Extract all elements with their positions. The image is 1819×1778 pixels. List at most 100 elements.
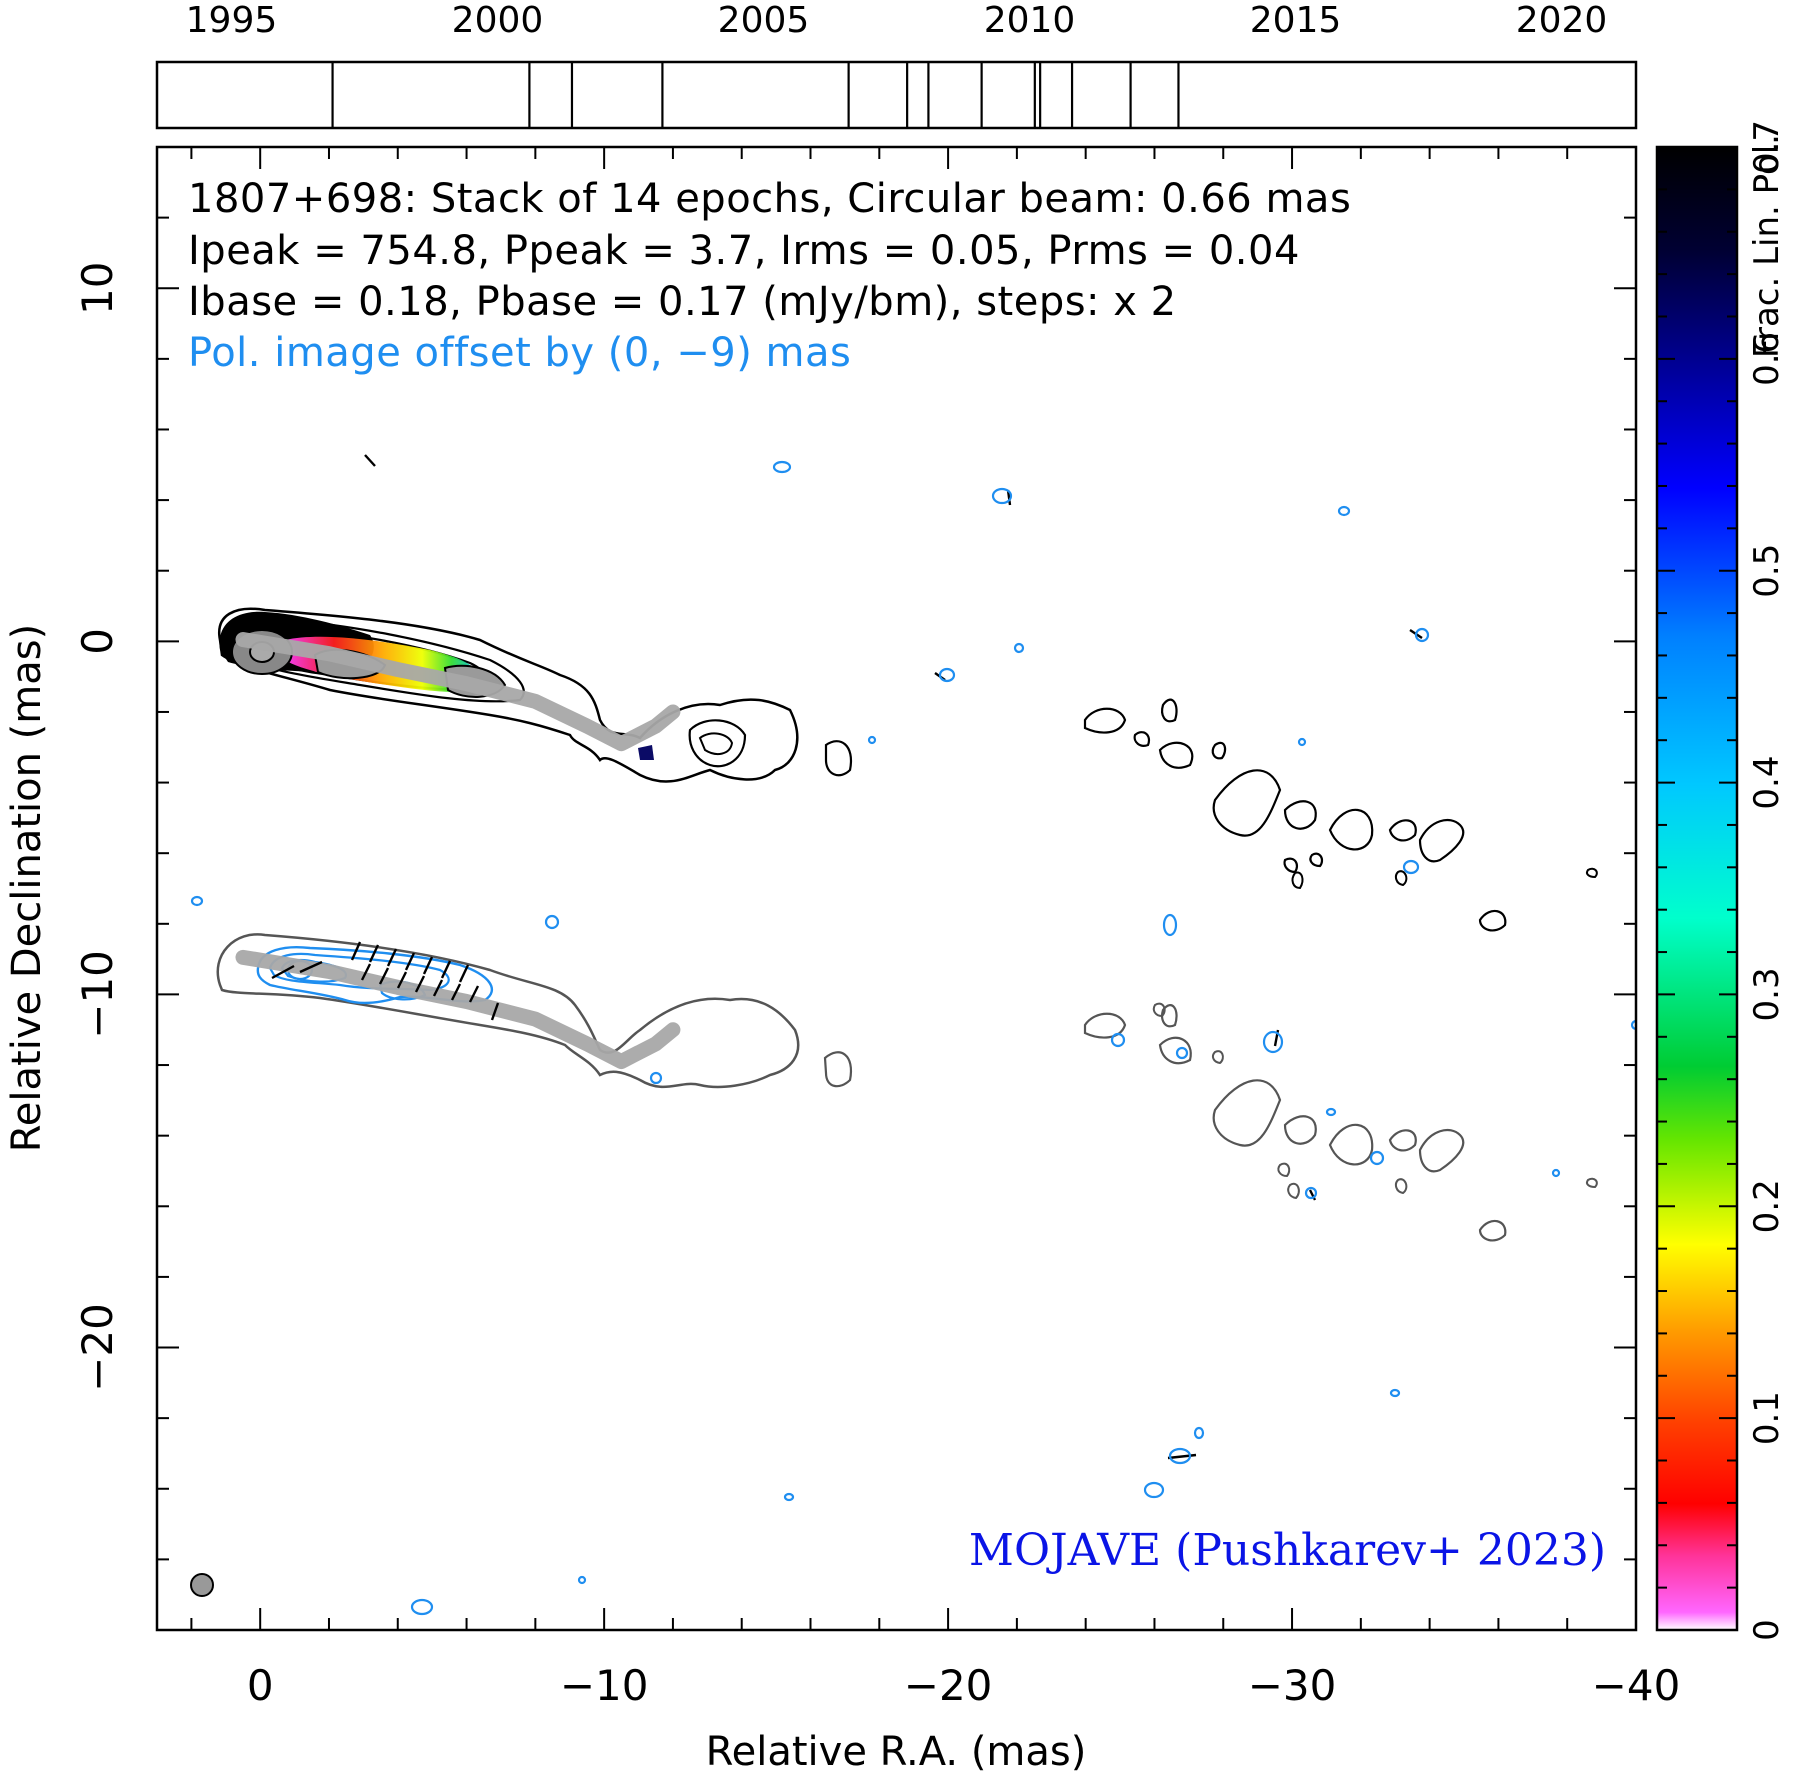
ti-contour-downstream-2 xyxy=(698,732,734,756)
info-line-3: Ibase = 0.18, Pbase = 0.17 (mJy/bm), ste… xyxy=(188,279,1177,325)
po-outer-contour xyxy=(216,933,800,1089)
evpa-sticks xyxy=(271,454,1423,1460)
po-far-blob-13 xyxy=(1585,1177,1598,1189)
pol-noise-blob xyxy=(577,1575,587,1585)
pol-noise-blob xyxy=(1337,505,1351,517)
evpa-stick xyxy=(396,971,408,989)
ti-far-blob-5 xyxy=(1211,741,1227,760)
x-axis-title: Relative R.A. (mas) xyxy=(706,1729,1087,1775)
epoch-tick-label: 2010 xyxy=(984,0,1076,41)
po-far-blob-11 xyxy=(1287,1182,1300,1200)
evpa-stick xyxy=(414,975,426,993)
y-tick-label: 0 xyxy=(73,628,122,655)
y-axis-title: Relative Declination (mas) xyxy=(4,624,50,1152)
colorbar-tick-label: 0 xyxy=(1747,1619,1787,1641)
beam-ellipse xyxy=(190,1573,214,1597)
po-far-blob-7 xyxy=(1388,1129,1417,1152)
epoch-tick-labels: 1995 2000 2005 2010 2015 2020 xyxy=(186,0,1608,41)
ridge-line-total xyxy=(235,632,681,752)
pol-noise-blob xyxy=(772,460,792,474)
evpa-stick xyxy=(404,952,416,971)
ridge-line-pol xyxy=(235,949,681,1070)
ti-small-feature xyxy=(824,740,853,777)
pol-contour-2 xyxy=(268,952,450,992)
ti-far-blob-8 xyxy=(1328,808,1374,851)
pol-noise-blob xyxy=(649,1071,663,1085)
po-far-blob-6 xyxy=(1328,1123,1374,1166)
pol-noise-blob xyxy=(991,487,1013,505)
pol-noise-blob xyxy=(1175,1046,1189,1060)
po-far-blob-8 xyxy=(1418,1128,1465,1173)
colorbar-tick-label: 0.6 xyxy=(1747,332,1787,386)
total-intensity-jet xyxy=(217,607,1598,932)
colorbar-tick-label: 0.1 xyxy=(1747,1391,1787,1445)
info-line-2: Ipeak = 754.8, Ppeak = 3.7, Irms = 0.05,… xyxy=(188,228,1300,274)
colorbar-tick-labels: 0 0.1 0.2 0.3 0.4 0.5 0.6 0.7 xyxy=(1747,120,1787,1641)
pol-noise-blob xyxy=(1162,913,1178,937)
epoch-tick-label: 2000 xyxy=(452,0,544,41)
evpa-stick xyxy=(468,985,480,1003)
evpa-stick xyxy=(360,963,372,981)
epoch-tick-label: 2005 xyxy=(718,0,810,41)
pol-noise-blob xyxy=(1551,1168,1561,1178)
y-tick-labels: 10 0 −10 −20 xyxy=(73,262,122,1392)
contour-map: 0 −10 −20 −30 −40 10 0 −10 −20 Relative R.A. (m… xyxy=(4,145,1681,1775)
evpa-stick xyxy=(299,960,323,974)
colorbar-title: Frac. Lin. Pol. xyxy=(1747,134,1787,358)
pol-noise-blob xyxy=(1402,859,1420,875)
ti-far-blob-4 xyxy=(1158,741,1194,769)
evpa-stick xyxy=(378,967,390,985)
po-far-blob-15 xyxy=(1211,1050,1224,1065)
ti-far-blob-9 xyxy=(1388,819,1417,842)
map-ticks xyxy=(157,146,1637,1631)
pol-noise-blob xyxy=(1414,627,1430,643)
pol-noise-blob xyxy=(1013,642,1025,654)
credit-text: MOJAVE (Pushkarev+ 2023) xyxy=(969,1525,1606,1576)
pol-noise-blob xyxy=(1630,1019,1636,1031)
evpa-stick xyxy=(458,964,470,983)
map-content xyxy=(190,454,1636,1616)
ti-pol-blob xyxy=(638,745,654,760)
pol-noise-blob xyxy=(1262,1030,1284,1054)
ti-far-blob-10 xyxy=(1418,818,1465,863)
evpa-stick xyxy=(490,1002,500,1021)
x-tick-label: −20 xyxy=(904,1661,993,1710)
ti-contour-downstream xyxy=(688,719,747,768)
evpa-stick xyxy=(364,454,376,467)
ti-far-blob-7 xyxy=(1283,800,1317,830)
ti-far-blob-14 xyxy=(1291,871,1304,890)
pol-noise-blob xyxy=(783,1492,795,1502)
pol-offset-jet xyxy=(216,933,1598,1242)
evpa-stick xyxy=(422,956,434,975)
pol-noise-blob xyxy=(1193,1426,1205,1440)
evpa-stick xyxy=(386,948,398,967)
pol-noise-blob xyxy=(1168,1447,1192,1465)
pol-noise-blob xyxy=(544,914,560,930)
evpa-stick xyxy=(368,944,380,963)
epoch-tick-label: 2020 xyxy=(1516,0,1608,41)
colorbar-ticks xyxy=(1657,146,1737,1631)
pol-noise-blob xyxy=(1143,1481,1165,1499)
colorbar-fill xyxy=(1657,147,1737,1630)
po-downstream-contour xyxy=(823,1051,853,1088)
info-line-4: Pol. image offset by (0, −9) mas xyxy=(188,330,851,376)
pol-noise-blob xyxy=(1297,737,1307,747)
evpa-stick xyxy=(350,941,362,961)
po-far-blob-1 xyxy=(1083,1012,1127,1039)
x-tick-label: 0 xyxy=(247,1661,274,1710)
colorbar: 0 0.1 0.2 0.3 0.4 0.5 0.6 0.7 Frac. Lin. Pol. xyxy=(1655,120,1787,1641)
evpa-stick xyxy=(450,983,462,1001)
colorbar-frame xyxy=(1655,145,1739,1632)
ti-far-blob-2 xyxy=(1133,731,1151,747)
ti-far-blob-13 xyxy=(1309,852,1324,868)
pol-noise-blob xyxy=(1325,1107,1337,1117)
pol-noise-blob xyxy=(190,895,204,907)
epoch-lines xyxy=(331,62,1180,128)
timeline-frame xyxy=(155,60,1638,130)
map-frame xyxy=(155,145,1638,1632)
po-far-blob-10 xyxy=(1277,1162,1291,1178)
ti-far-blob-11 xyxy=(1478,909,1507,932)
ti-far-blob-1 xyxy=(1083,707,1127,734)
x-tick-labels: 0 −10 −20 −30 −40 xyxy=(247,1661,1681,1710)
x-tick-label: −10 xyxy=(560,1661,649,1710)
